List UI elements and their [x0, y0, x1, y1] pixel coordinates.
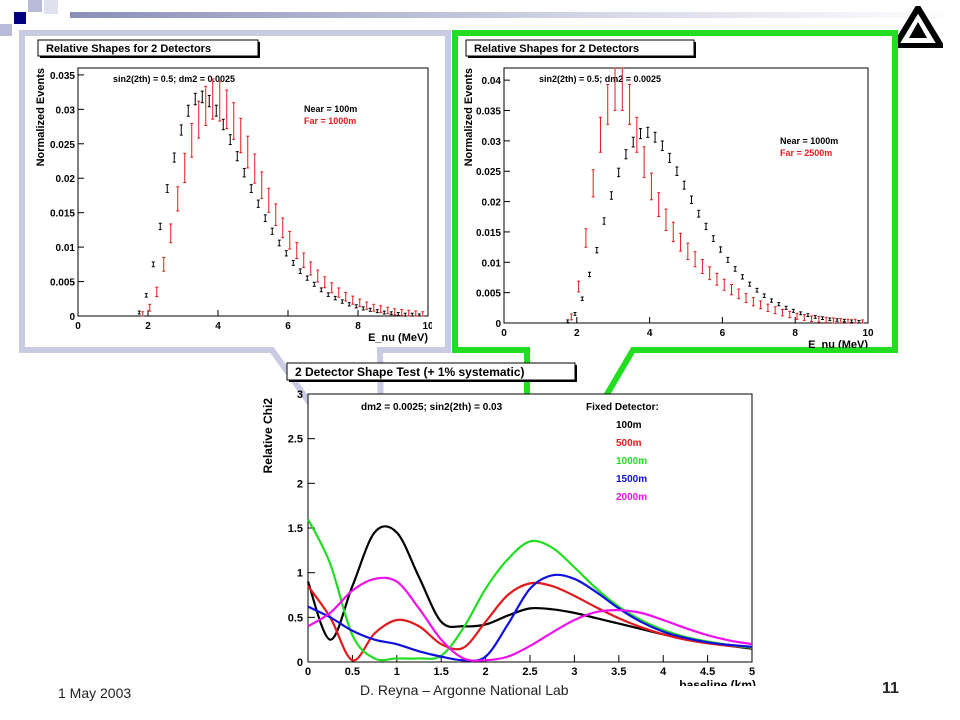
y-tick-label: 0.005 — [476, 289, 501, 300]
slide-top-bar — [70, 12, 960, 18]
y-axis-label: Normalized Events — [463, 68, 475, 166]
x-tick-label: 2.5 — [522, 666, 537, 678]
plot-frame — [503, 67, 869, 324]
x-tick-label: 2 — [483, 666, 489, 678]
x-tick-label: 5 — [749, 666, 755, 678]
chart-annotation: dm2 = 0.0025; sin2(2th) = 0.03 — [361, 402, 503, 413]
x-tick-label: 0 — [305, 666, 311, 678]
chart-chi2-vs-baseline: 2 Detector Shape Test (+ 1% systematic) 0… — [261, 362, 756, 686]
y-tick-label: 0.01 — [482, 258, 502, 269]
chart-near-1000m-far-2500m: Relative Shapes for 2 Detectors 0 2 4 6 8 10 0 0… — [463, 39, 874, 348]
x-tick-label: 0.5 — [345, 666, 360, 678]
legend-entry: Near = 1000m — [780, 136, 838, 146]
title-box — [37, 39, 259, 57]
legend-entry: 1500m — [616, 474, 647, 485]
y-tick-label: 0.02 — [56, 174, 76, 185]
plot-frame — [77, 67, 429, 317]
y-tick-label: 1.5 — [288, 523, 303, 535]
y-tick-label: 3 — [297, 389, 303, 401]
x-tick-label: 10 — [862, 328, 874, 339]
x-tick-label: 6 — [285, 321, 291, 332]
y-tick-label: 0.035 — [50, 71, 75, 82]
x-tick-label: 4 — [647, 328, 653, 339]
y-tick-label: 0.025 — [50, 140, 75, 151]
title-box — [286, 362, 576, 381]
y-tick-label: 0.5 — [288, 612, 303, 624]
x-tick-label: 2 — [574, 328, 580, 339]
footer-date: 1 May 2003 — [58, 685, 132, 701]
x-tick-label: 1 — [394, 666, 400, 678]
y-tick-label: 2 — [297, 478, 303, 490]
title-box — [465, 39, 695, 57]
argonne-logo — [893, 6, 943, 48]
y-tick-label: 1 — [297, 568, 303, 580]
legend-entry: Near = 100m — [304, 104, 357, 114]
series-far — [141, 78, 425, 317]
y-tick-label: 0.03 — [56, 105, 76, 116]
chart-near-100m-far-1000m: Relative Shapes for 2 Detectors 0 2 4 6 8 10 0 0… — [35, 39, 432, 344]
slide-corner-squares — [0, 0, 70, 70]
series-far — [569, 67, 865, 324]
x-axis-label: E_nu (MeV) — [808, 339, 868, 348]
y-tick-label: 0 — [69, 312, 75, 323]
x-tick-label: 4 — [215, 321, 221, 332]
chart-title: Relative Shapes for 2 Detectors — [46, 43, 211, 55]
y-tick-label: 0.025 — [476, 167, 501, 178]
series-near — [137, 90, 421, 317]
y-tick-label: 0.04 — [482, 76, 502, 87]
y-tick-label: 0.02 — [482, 198, 502, 209]
series-line-2000m — [307, 576, 753, 662]
y-tick-label: 0.015 — [476, 228, 501, 239]
x-tick-label: 4.5 — [700, 666, 715, 678]
x-tick-label: 8 — [355, 321, 361, 332]
plot-frame — [307, 393, 753, 663]
legend-entry: Far = 2500m — [780, 148, 832, 158]
y-tick-label: 0.01 — [56, 243, 76, 254]
chart-title: Relative Shapes for 2 Detectors — [474, 43, 639, 55]
legend-entry: 100m — [616, 420, 642, 431]
x-axis-label: E_nu (MeV) — [368, 332, 428, 344]
legend-entry: 500m — [616, 438, 642, 449]
x-tick-label: 2 — [145, 321, 151, 332]
x-tick-label: 1.5 — [434, 666, 449, 678]
y-axis-label: Relative Chi2 — [261, 398, 275, 474]
y-tick-label: 0.03 — [482, 137, 502, 148]
y-axis-label: Normalized Events — [35, 68, 47, 166]
footer-author: D. Reyna – Argonne National Lab — [360, 682, 569, 698]
y-tick-label: 0.015 — [50, 209, 75, 220]
chart-title: 2 Detector Shape Test (+ 1% systematic) — [295, 365, 525, 379]
x-tick-label: 6 — [720, 328, 726, 339]
y-tick-label: 0 — [495, 319, 501, 330]
x-axis-label: baseline (km) — [679, 678, 756, 686]
y-tick-label: 0 — [297, 657, 303, 669]
series-line-500m — [307, 581, 753, 662]
x-tick-label: 8 — [792, 328, 798, 339]
y-tick-label: 0.035 — [476, 107, 501, 118]
legend-entry: 2000m — [616, 492, 647, 503]
chart-annotation: sin2(2th) = 0.5; dm2 = 0.0025 — [113, 74, 235, 84]
legend-entry: Far = 1000m — [304, 116, 356, 126]
slide-number: 11 — [882, 680, 899, 697]
series-line-1500m — [307, 573, 753, 662]
y-tick-label: 0.005 — [50, 278, 75, 289]
chart-annotation: sin2(2th) = 0.5; dm2 = 0.0025 — [539, 74, 661, 84]
x-tick-label: 0 — [75, 321, 81, 332]
x-tick-label: 10 — [422, 321, 432, 332]
legend-entry: 1000m — [616, 456, 647, 467]
y-tick-label: 2.5 — [288, 434, 303, 446]
x-tick-label: 3.5 — [611, 666, 626, 678]
series-near — [566, 126, 861, 324]
x-tick-label: 4 — [660, 666, 667, 678]
legend-title: Fixed Detector: — [586, 402, 659, 413]
x-tick-label: 3 — [571, 666, 577, 678]
x-tick-label: 0 — [501, 328, 507, 339]
